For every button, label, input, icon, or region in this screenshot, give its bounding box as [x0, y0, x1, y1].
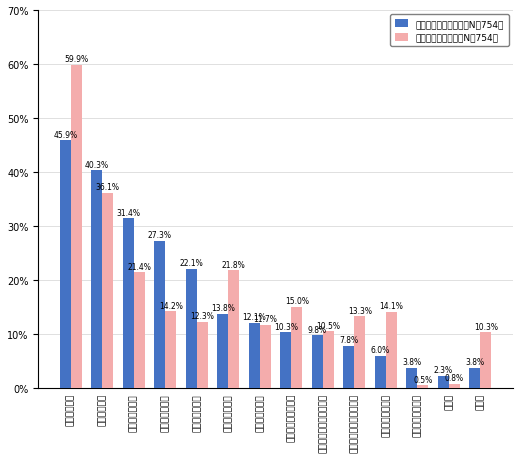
Bar [407, 368, 418, 388]
Bar [197, 322, 208, 388]
Bar [165, 312, 176, 388]
Bar [418, 386, 428, 388]
Text: 3.8%: 3.8% [402, 357, 422, 366]
Bar [343, 346, 355, 388]
Text: 10.5%: 10.5% [316, 321, 341, 330]
Text: 0.5%: 0.5% [413, 375, 433, 384]
Bar [123, 219, 134, 388]
Text: 12.1%: 12.1% [242, 313, 266, 321]
Bar [438, 376, 449, 388]
Bar [312, 336, 323, 388]
Bar [386, 312, 397, 388]
Text: 14.2%: 14.2% [159, 301, 183, 310]
Text: 11.7%: 11.7% [253, 314, 277, 324]
Bar [228, 271, 239, 388]
Bar [355, 317, 366, 388]
Bar [92, 171, 102, 388]
Text: 40.3%: 40.3% [85, 160, 109, 169]
Bar [470, 368, 480, 388]
Bar [375, 356, 386, 388]
Text: 3.8%: 3.8% [465, 357, 485, 366]
Text: 2.3%: 2.3% [434, 365, 453, 374]
Text: 59.9%: 59.9% [64, 55, 88, 64]
Text: 10.3%: 10.3% [274, 322, 298, 331]
Bar [291, 308, 303, 388]
Bar [102, 194, 113, 388]
Text: 0.8%: 0.8% [445, 373, 464, 382]
Bar [134, 273, 145, 388]
Text: 14.1%: 14.1% [380, 302, 404, 311]
Text: 21.8%: 21.8% [222, 260, 246, 269]
Legend: 購入の際重視した点（N＝754）, 今後重視したい点（N＝754）: 購入の際重視した点（N＝754）, 今後重視したい点（N＝754） [391, 16, 509, 47]
Text: 6.0%: 6.0% [371, 345, 390, 354]
Text: 7.8%: 7.8% [340, 336, 358, 345]
Bar [249, 323, 260, 388]
Bar [154, 241, 165, 388]
Bar [449, 384, 460, 388]
Bar [60, 141, 71, 388]
Text: 9.8%: 9.8% [308, 325, 327, 334]
Bar [280, 333, 291, 388]
Text: 31.4%: 31.4% [116, 208, 140, 218]
Text: 36.1%: 36.1% [96, 183, 120, 192]
Text: 21.4%: 21.4% [127, 262, 151, 271]
Text: 13.8%: 13.8% [211, 303, 235, 312]
Bar [217, 314, 228, 388]
Bar [186, 269, 197, 388]
Text: 13.3%: 13.3% [348, 306, 372, 315]
Bar [480, 333, 491, 388]
Text: 15.0%: 15.0% [285, 297, 309, 306]
Text: 10.3%: 10.3% [474, 322, 498, 331]
Text: 12.3%: 12.3% [190, 311, 214, 320]
Text: 27.3%: 27.3% [148, 230, 172, 240]
Text: 45.9%: 45.9% [53, 130, 77, 139]
Text: 22.1%: 22.1% [179, 258, 203, 268]
Bar [71, 65, 82, 388]
Bar [260, 325, 271, 388]
Bar [323, 332, 334, 388]
